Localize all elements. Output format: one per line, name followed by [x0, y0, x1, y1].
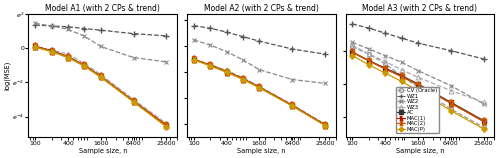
Legend: CV (Oracle), WZ1, WZ2, WZ3, AC, MAC(1), MAC(2), MAC(P): CV (Oracle), WZ1, WZ2, WZ3, AC, MAC(1), …	[396, 87, 438, 133]
Title: Model A1 (with 2 CPs & trend): Model A1 (with 2 CPs & trend)	[46, 4, 160, 13]
X-axis label: Sample size, n: Sample size, n	[78, 148, 127, 154]
X-axis label: Sample size, n: Sample size, n	[237, 148, 286, 154]
Title: Model A2 (with 2 CPs & trend): Model A2 (with 2 CPs & trend)	[204, 4, 319, 13]
Y-axis label: log(MSE): log(MSE)	[4, 61, 10, 90]
X-axis label: Sample size, n: Sample size, n	[396, 148, 444, 154]
Title: Model A3 (with 2 CPs & trend): Model A3 (with 2 CPs & trend)	[362, 4, 478, 13]
